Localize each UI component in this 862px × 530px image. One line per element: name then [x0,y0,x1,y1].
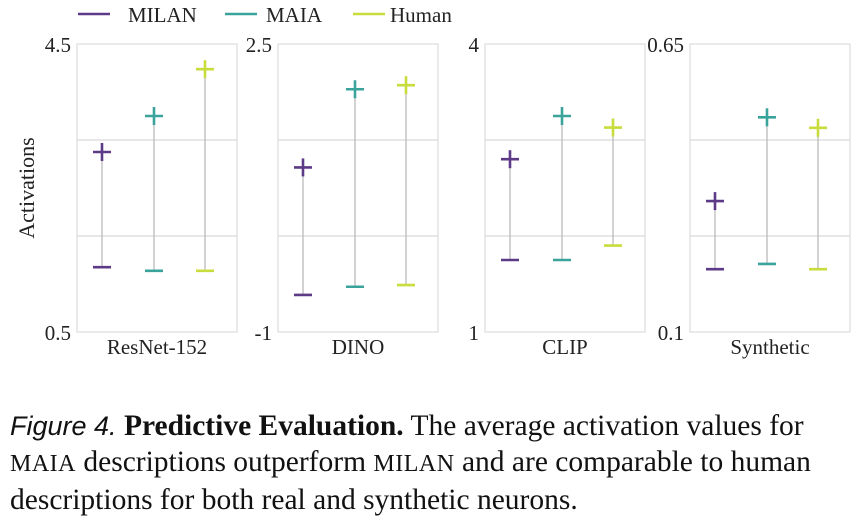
y-tick-label: 4.5 [45,33,71,57]
caption-figure-label: Figure 4. [10,411,117,441]
y-tick-label: 0.1 [658,321,684,345]
y-tick-label: 4 [469,33,480,57]
caption-text-1: The average activation values for [410,410,804,442]
panel-dino: 2.5 -1 DINO [246,33,439,359]
legend-label-human: Human [390,3,452,27]
y-axis-label: Activations [14,137,39,238]
caption-text-2: descriptions outperform [76,446,374,478]
figure-chart: MILAN MAIA Human Activations 4.5 0.5 ResNet-… [14,3,851,359]
series-milan [501,150,519,262]
chart-panels: 4.5 0.5 ResNet-152 2.5 -1 DINO 4 1 CLIP 0.65 0.1 Sy… [45,33,851,359]
series-human [604,118,622,247]
y-tick-label: 2.5 [246,33,272,57]
series-milan [706,192,724,271]
caption-milan: MILAN [373,451,455,477]
series-human [196,60,214,273]
caption-text-3: and are comparable to human descriptions… [10,446,811,516]
series-maia [346,80,364,289]
panel-frame [76,43,238,333]
legend: MILAN MAIA Human [78,3,452,27]
panel-title: CLIP [542,335,588,359]
panel-frame [689,43,851,333]
series-maia [553,107,571,262]
panel-clip: 4 1 CLIP [469,33,646,359]
panel-title: Synthetic [730,335,809,359]
panel-resnet-152: 4.5 0.5 ResNet-152 [45,33,238,359]
y-tick-label: 0.65 [647,33,684,57]
panel-frame [484,43,646,333]
legend-label-milan: MILAN [128,3,197,27]
series-maia [758,108,776,266]
y-tick-label: -1 [255,321,273,345]
series-milan [294,158,312,297]
series-milan [93,143,111,269]
panel-title: DINO [332,335,385,359]
series-maia [145,107,163,273]
panel-frame [277,43,439,333]
series-human [809,118,827,271]
caption-maia: MAIA [10,451,76,477]
figure-caption: Figure 4. Predictive Evaluation. The ave… [10,408,855,518]
caption-title: Predictive Evaluation. [123,410,404,442]
legend-label-maia: MAIA [266,3,323,27]
y-tick-label: 1 [469,321,480,345]
panel-title: ResNet-152 [107,335,207,359]
y-tick-label: 0.5 [45,321,71,345]
series-human [397,76,415,287]
panel-synthetic: 0.65 0.1 Synthetic [647,33,851,359]
